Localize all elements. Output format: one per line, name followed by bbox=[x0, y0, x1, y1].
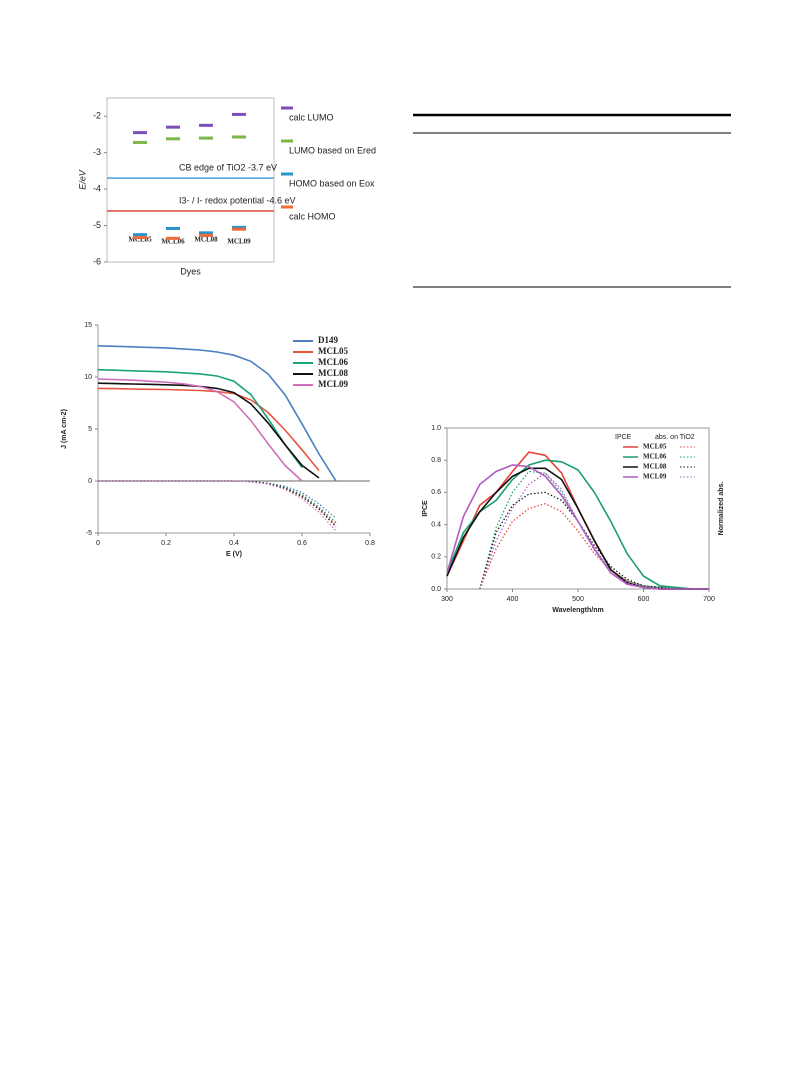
category-label: MCL06 bbox=[161, 238, 185, 246]
line bbox=[97, 382, 320, 479]
legend-header: abs. on TiO2 bbox=[655, 434, 695, 441]
x-tick-label: 0.4 bbox=[229, 540, 239, 547]
x-axis-label: Wavelength/nm bbox=[552, 607, 603, 614]
y-tick-label: -3 bbox=[93, 147, 101, 157]
line bbox=[97, 378, 303, 482]
x-tick-label: 400 bbox=[507, 596, 519, 603]
y-tick-label: -5 bbox=[86, 530, 92, 537]
y-tick-label: 1.0 bbox=[431, 425, 441, 432]
category-label: MCL05 bbox=[128, 236, 152, 244]
annotation: I3- / I- redox potential -4.6 eV bbox=[179, 195, 296, 205]
x-axis-label: E (V) bbox=[226, 551, 242, 558]
y-tick-label: 0.6 bbox=[431, 489, 441, 496]
line bbox=[97, 345, 337, 482]
category-label: MCL08 bbox=[194, 236, 218, 244]
legend-label: MCL08 bbox=[643, 463, 667, 471]
line bbox=[97, 368, 303, 468]
x-axis-label: Dyes bbox=[180, 266, 201, 276]
y-tick-label: 0 bbox=[88, 478, 92, 485]
y-tick-label: -2 bbox=[93, 111, 101, 121]
y-tick-label: 10 bbox=[84, 374, 92, 381]
legend-label: calc HOMO bbox=[289, 211, 336, 221]
x-tick-label: 0.2 bbox=[161, 540, 171, 547]
y2-axis-label: Normalized abs. bbox=[718, 482, 725, 536]
legend-label: MCL08 bbox=[318, 368, 348, 378]
y-tick-label: 15 bbox=[84, 322, 92, 329]
x-tick-label: 0 bbox=[96, 540, 100, 547]
dotted-line bbox=[98, 480, 337, 532]
x-tick-label: 300 bbox=[441, 596, 453, 603]
legend-header: IPCE bbox=[615, 434, 632, 441]
y-tick-label: 0.2 bbox=[431, 554, 441, 561]
y-tick-label: -4 bbox=[93, 183, 101, 193]
y-tick-label: 5 bbox=[88, 426, 92, 433]
x-tick-label: 0.6 bbox=[297, 540, 307, 547]
x-tick-label: 700 bbox=[703, 596, 715, 603]
legend-label: MCL06 bbox=[643, 453, 667, 461]
legend-label: MCL06 bbox=[318, 357, 348, 367]
y-axis-label: E/eV bbox=[77, 169, 87, 190]
legend-label: LUMO based on Ered bbox=[289, 145, 376, 155]
line bbox=[446, 459, 709, 590]
line bbox=[446, 464, 709, 590]
y-tick-label: 0.0 bbox=[431, 586, 441, 593]
legend-label: MCL09 bbox=[643, 473, 667, 481]
y-tick-label: -5 bbox=[93, 220, 101, 230]
y-axis-label: J (mA cm-2) bbox=[61, 409, 68, 449]
y-axis-label: IPCE bbox=[422, 500, 429, 517]
dotted-line bbox=[479, 472, 709, 590]
line bbox=[97, 387, 320, 472]
legend-label: D149 bbox=[318, 335, 338, 345]
plot-frame bbox=[106, 97, 275, 263]
x-tick-label: 600 bbox=[638, 596, 650, 603]
legend-label: MCL05 bbox=[318, 346, 348, 356]
legend-label: calc LUMO bbox=[289, 112, 334, 122]
x-tick-label: 0.8 bbox=[365, 540, 375, 547]
legend-label: MCL05 bbox=[643, 443, 667, 451]
annotation: CB edge of TiO2 -3.7 eV bbox=[179, 163, 277, 173]
legend-label: HOMO based on Eox bbox=[289, 178, 375, 188]
y-tick-label: 0.8 bbox=[431, 457, 441, 464]
category-label: MCL09 bbox=[227, 238, 251, 246]
y-tick-label: 0.4 bbox=[431, 521, 441, 528]
y-tick-label: -6 bbox=[93, 256, 101, 266]
legend-label: MCL09 bbox=[318, 379, 348, 389]
x-tick-label: 500 bbox=[572, 596, 584, 603]
dotted-line bbox=[479, 491, 709, 590]
